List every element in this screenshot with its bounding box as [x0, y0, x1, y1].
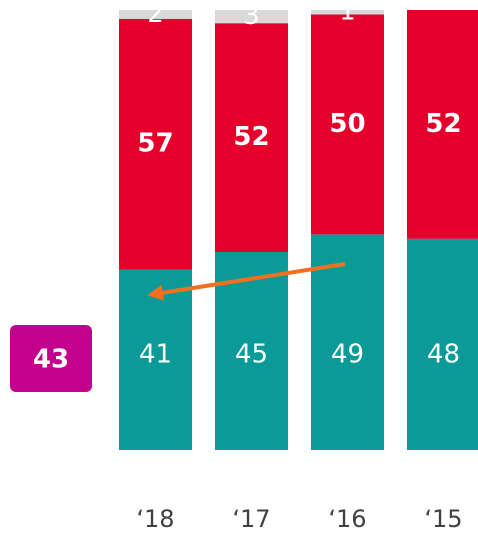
x-tick-label: ‘18 [136, 505, 174, 533]
bar-segment [407, 10, 478, 239]
data-label: 52 [425, 109, 461, 139]
bar-segment [407, 238, 478, 450]
annotation-box [10, 325, 92, 392]
x-tick-label: ‘16 [328, 505, 366, 533]
data-label: 52 [233, 122, 269, 152]
data-label: 3 [243, 1, 260, 31]
arrow [147, 262, 346, 301]
data-label: 49 [331, 340, 364, 370]
data-label: 1 [339, 0, 356, 27]
bar-segment [215, 252, 288, 450]
bar-segment [215, 23, 288, 253]
bar-segment [119, 10, 192, 19]
data-label: 2 [147, 0, 164, 29]
bar-segment [311, 234, 384, 450]
bars: 41 57 2 45 52 3 49 50 1 48 52 [119, 0, 478, 450]
data-label: 45 [235, 340, 268, 370]
data-label: 57 [137, 129, 173, 159]
data-label: 50 [329, 109, 365, 139]
x-tick-label: ‘15 [424, 505, 462, 533]
bar-segment [215, 10, 288, 24]
x-tick-label: ‘17 [232, 505, 270, 533]
data-label: 41 [139, 340, 172, 370]
bar-segment [119, 18, 192, 270]
data-label: 48 [427, 340, 460, 370]
bar-segment [311, 10, 384, 15]
bar-segment [311, 14, 384, 235]
annotation: 43 [33, 345, 69, 375]
